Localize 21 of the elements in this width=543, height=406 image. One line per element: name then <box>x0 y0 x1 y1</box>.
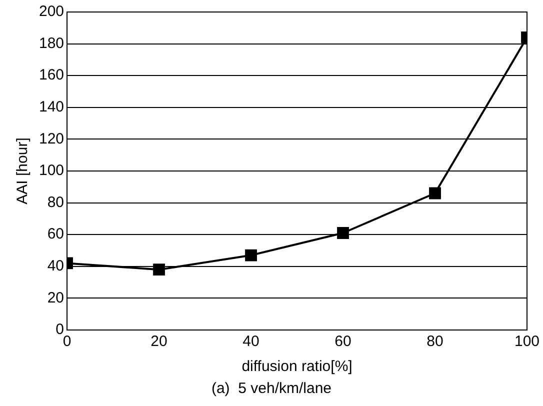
y-tick-label: 60 <box>47 226 64 243</box>
x-axis-title: diffusion ratio[%] <box>242 358 352 376</box>
x-tick-label: 60 <box>334 333 352 350</box>
y-tick-label: 120 <box>38 130 64 148</box>
y-tick-label: 80 <box>47 194 64 211</box>
text: (a) 5 veh/km/lane <box>210 380 333 397</box>
x-tick-label: 80 <box>426 333 444 350</box>
y-tick-label: 0 <box>56 321 64 338</box>
y-tick-label: 200 <box>38 3 64 20</box>
y-tick-label: 20 <box>47 289 64 306</box>
x-tick-label: 100 <box>514 333 540 350</box>
y-tick-label: 40 <box>47 258 64 275</box>
y-tick-label: 180 <box>38 34 64 52</box>
point <box>245 249 257 262</box>
x-tick-label: 40 <box>242 333 260 350</box>
x-tick-label: 20 <box>150 333 168 350</box>
y-tick-label: 140 <box>38 98 64 116</box>
y-tick-label: 160 <box>38 66 64 84</box>
y-tick-label: 100 <box>38 162 64 180</box>
y-axis-title: AAI [hour] <box>14 138 32 204</box>
point <box>337 227 349 239</box>
